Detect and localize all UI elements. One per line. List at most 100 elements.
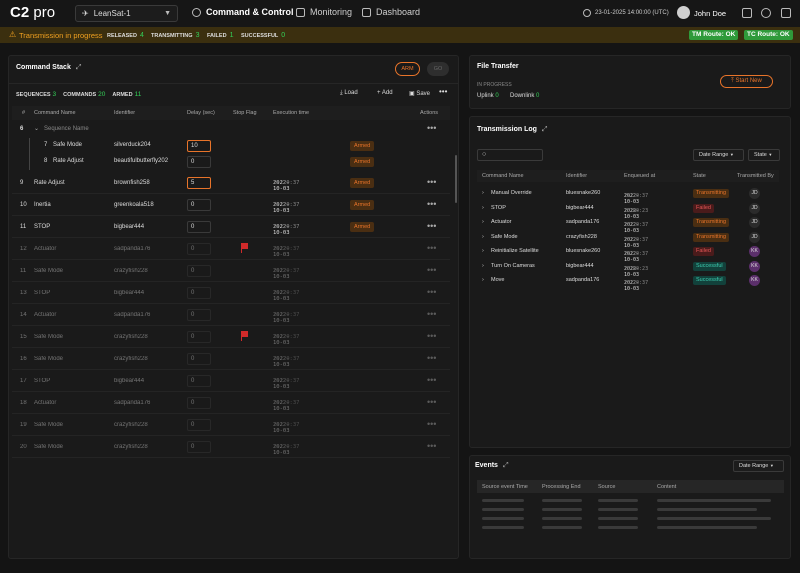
delay-input[interactable]: 0 [187, 419, 211, 431]
start-new-button[interactable]: ⤒ Start New [720, 75, 773, 88]
table-row[interactable]: 11 STOP bigbear444 0 2022-10-03 12:20:37… [12, 216, 450, 238]
delay-input[interactable]: 5 [187, 177, 211, 189]
row-actions-icon[interactable]: ••• [427, 265, 437, 275]
skeleton-cell [542, 508, 582, 511]
log-row[interactable]: › Turn On Cameras bigbear444 2022-10-03 … [477, 260, 779, 278]
table-row[interactable]: 17 STOP bigbear444 0 2022-10-03 12:20:37… [12, 370, 450, 392]
delay-input[interactable]: 10 [187, 140, 211, 152]
table-row[interactable]: 13 STOP bigbear444 0 2022-10-03 12:20:37… [12, 282, 450, 304]
log-row[interactable]: › Move sadpanda176 2022-10-03 16:20:37 S… [477, 274, 779, 292]
row-actions-icon[interactable]: ••• [427, 397, 437, 407]
table-row[interactable]: 8 Rate Adjust beautifulbutterfly202 0 Ar… [12, 154, 450, 170]
row-actions-icon[interactable]: ••• [427, 177, 437, 187]
gear-icon[interactable] [761, 8, 771, 18]
row-actions-icon[interactable]: ••• [427, 221, 437, 231]
chevron-down-icon[interactable]: ⌄ [34, 126, 40, 132]
stop-flag-icon[interactable] [241, 331, 248, 341]
tab-monitoring[interactable]: Monitoring [296, 7, 352, 17]
skeleton-cell [657, 526, 757, 529]
delay-input[interactable]: 0 [187, 331, 211, 343]
add-button[interactable]: + Add [377, 90, 393, 96]
table-row[interactable]: 7 Safe Mode silverduck204 10 Armed [12, 138, 450, 154]
log-row[interactable]: › Reinitialize Satellite bluesnake260 20… [477, 245, 779, 263]
delay-input[interactable]: 0 [187, 199, 211, 211]
table-row[interactable]: 15 Safe Mode crazyfish228 0 2022-10-03 1… [12, 326, 450, 348]
search-input[interactable]: ○ [477, 149, 543, 161]
tab-command-control[interactable]: Command & Control [192, 7, 294, 17]
divider [8, 83, 459, 84]
table-row[interactable]: 9 Rate Adjust brownfish258 5 2022-10-03 … [12, 172, 450, 194]
log-row[interactable]: › Manual Override bluesnake260 2022-10-0… [477, 187, 779, 205]
warning-icon: ⚠ [9, 30, 17, 39]
delay-input[interactable]: 0 [187, 441, 211, 453]
state-dropdown[interactable]: State ▼ [748, 149, 780, 161]
delay-input[interactable]: 0 [187, 287, 211, 299]
status-badge: Armed [350, 157, 375, 167]
table-row[interactable]: 16 Safe Mode crazyfish228 0 2022-10-03 1… [12, 348, 450, 370]
sequence-row[interactable]: 6 ⌄ Sequence Name ••• [20, 123, 437, 133]
row-actions-icon[interactable]: ••• [427, 353, 437, 363]
table-row[interactable]: 20 Safe Mode crazyfish228 0 2022-10-03 1… [12, 436, 450, 458]
log-row[interactable]: › STOP bigbear444 2022-10-03 15:00:23 Fa… [477, 202, 779, 220]
load-button[interactable]: ⤓ Load [340, 90, 358, 96]
app-logo[interactable]: C2 pro [10, 4, 56, 21]
table-row[interactable]: 12 Actuator sadpanda176 0 2022-10-03 12:… [12, 238, 450, 260]
more-icon[interactable]: ••• [439, 87, 448, 96]
expand-icon[interactable]: ⤢ [541, 126, 548, 133]
row-actions-icon[interactable]: ••• [427, 419, 437, 429]
table-row[interactable]: 19 Safe Mode crazyfish228 0 2022-10-03 1… [12, 414, 450, 436]
log-row[interactable]: › Actuator sadpanda176 2022-10-03 16:20:… [477, 216, 779, 234]
row-actions-icon[interactable]: ••• [427, 199, 437, 209]
delay-input[interactable]: 0 [187, 156, 211, 168]
events-date-range-dropdown[interactable]: Date Range ▼ [733, 460, 784, 472]
row-actions-icon[interactable]: ••• [427, 441, 437, 451]
row-actions-icon[interactable]: ••• [427, 243, 437, 253]
chevron-right-icon[interactable]: › [482, 262, 484, 269]
logout-icon[interactable] [781, 8, 791, 18]
delay-input[interactable]: 0 [187, 221, 211, 233]
delay-input[interactable]: 0 [187, 353, 211, 365]
row-actions-icon[interactable]: ••• [427, 331, 437, 341]
table-row[interactable]: 11 Safe Mode crazyfish228 0 2022-10-03 1… [12, 260, 450, 282]
row-actions-icon[interactable]: ••• [427, 287, 437, 297]
chevron-right-icon[interactable]: › [482, 248, 484, 254]
table-row[interactable]: 14 Actuator sadpanda176 0 2022-10-03 12:… [12, 304, 450, 326]
status-badge: Armed [350, 178, 375, 188]
chevron-right-icon[interactable]: › [482, 204, 484, 211]
delay-input[interactable]: 0 [187, 265, 211, 277]
scrollbar[interactable] [455, 155, 457, 203]
satellite-select[interactable]: ✈ LeanSat-1 ▼ [75, 5, 178, 22]
go-button[interactable]: GO [427, 62, 449, 76]
row-index: 11 [20, 268, 27, 274]
delay-input[interactable]: 0 [187, 309, 211, 321]
dashboard-icon [362, 7, 371, 17]
arm-button[interactable]: ARM [395, 62, 420, 76]
tab-dashboard[interactable]: Dashboard [362, 7, 420, 17]
delay-input[interactable]: 0 [187, 243, 211, 255]
expand-icon[interactable]: ⤢ [75, 64, 82, 71]
stop-flag-icon[interactable] [241, 243, 248, 253]
avatar[interactable] [677, 6, 690, 19]
satellite-select-value: LeanSat-1 [93, 9, 131, 18]
delay-input[interactable]: 0 [187, 397, 211, 409]
row-actions-icon[interactable]: ••• [427, 375, 437, 385]
commands-count: COMMANDS 20 [63, 91, 106, 98]
date-range-dropdown[interactable]: Date Range ▼ [693, 149, 744, 161]
transmitting-stat: TRANSMITTING 3 [151, 32, 200, 39]
log-row[interactable]: › Safe Mode crazyfish228 2022-10-03 16:2… [477, 231, 779, 249]
events-table-header: Source event Time Processing End Source … [477, 480, 784, 493]
satellite-icon: ✈ [82, 9, 89, 18]
expand-icon[interactable]: ⤢ [502, 462, 509, 469]
chevron-right-icon[interactable]: › [482, 233, 484, 240]
delay-input[interactable]: 0 [187, 375, 211, 387]
table-row[interactable]: 10 Inertia greenkoala518 0 2022-10-03 12… [12, 194, 450, 216]
chevron-right-icon[interactable]: › [482, 219, 484, 225]
chevron-right-icon[interactable]: › [482, 190, 484, 196]
chevron-right-icon[interactable]: › [482, 277, 484, 283]
row-actions-icon[interactable]: ••• [427, 309, 437, 319]
user-name[interactable]: John Doe [694, 9, 727, 18]
table-row[interactable]: 18 Actuator sadpanda176 0 2022-10-03 12:… [12, 392, 450, 414]
row-actions-icon[interactable]: ••• [427, 123, 437, 133]
chat-icon[interactable] [742, 8, 752, 18]
save-button[interactable]: ▣ Save [409, 91, 431, 97]
